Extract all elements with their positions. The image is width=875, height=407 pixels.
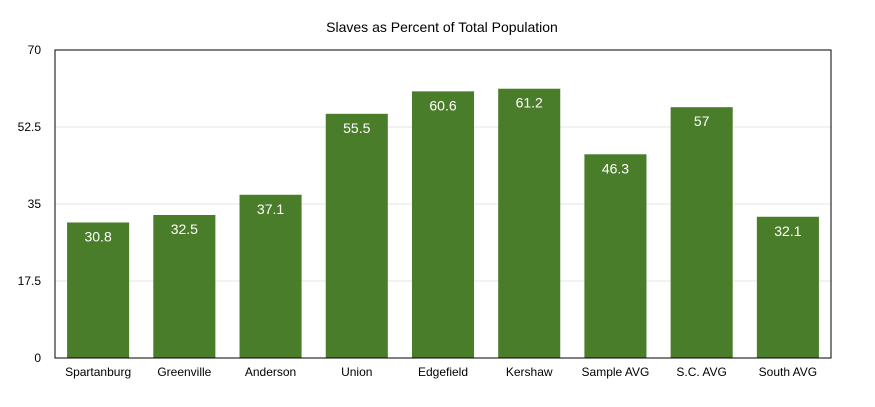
data-label: 60.6 [429,97,456,113]
chart-title: Slaves as Percent of Total Population [326,19,558,35]
data-label: 32.1 [774,223,801,239]
x-tick-label: Greenville [157,365,211,379]
bar-sample-avg [584,154,647,358]
bars [67,88,819,359]
data-label: 37.1 [257,201,284,217]
data-label: 30.8 [84,228,111,244]
bar-edgefield [411,91,475,359]
data-labels: 30.8 32.5 37.1 55.5 60.6 61.2 46.3 57 32.1 [84,95,801,245]
x-tick-label: Anderson [245,365,296,379]
x-tick-label: South AVG [759,365,817,379]
data-label: 46.3 [602,160,629,176]
x-tick-label: Edgefield [418,365,468,379]
x-tick-label: S.C. AVG [676,365,726,379]
y-tick-label: 0 [34,351,41,365]
y-tick-label: 17.5 [18,274,42,288]
plot-area-frame [54,49,832,359]
y-tick-label: 70 [28,43,42,57]
x-tick-label: Spartanburg [65,365,131,379]
bar-south-avg [756,216,819,358]
data-label: 32.5 [171,221,198,237]
y-tick-label: 52.5 [18,120,42,134]
bar-s-c-avg [670,107,733,358]
y-tick-label: 35 [28,197,42,211]
x-tick-label: Kershaw [506,365,553,379]
bar-anderson [239,194,302,358]
bar-greenville [153,215,216,358]
bar-kershaw [498,88,561,358]
x-tick-label: Sample AVG [582,365,650,379]
x-axis-ticks: Spartanburg Greenville Anderson Union Edgefi… [65,365,817,379]
data-label: 57 [694,113,710,129]
bar-union [325,113,388,358]
x-tick-label: Union [341,365,372,379]
data-label: 61.2 [516,95,543,111]
data-label: 55.5 [343,120,370,136]
bar-spartanburg [67,222,130,358]
y-axis-ticks: 0 17.5 35 52.5 70 [18,43,42,365]
